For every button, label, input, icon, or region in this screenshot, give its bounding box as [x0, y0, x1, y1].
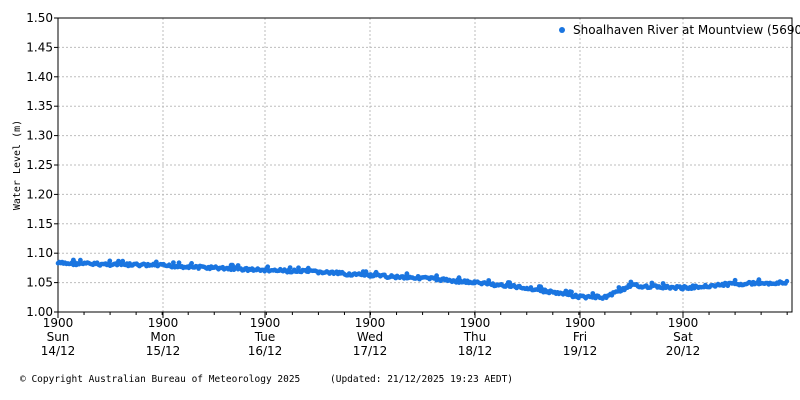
x-tick-label-date: 20/12 — [666, 344, 701, 358]
y-tick-label: 1.10 — [26, 246, 53, 260]
x-tick-label-time: 1900 — [148, 316, 179, 330]
data-point — [176, 260, 182, 266]
copyright-text: © Copyright Australian Bureau of Meteoro… — [20, 374, 301, 385]
data-point — [404, 271, 410, 277]
y-tick-label: 1.15 — [26, 217, 53, 231]
x-tick-label-time: 1900 — [43, 316, 74, 330]
legend-label: Shoalhaven River at Mountview (569019) — [573, 23, 800, 37]
y-tick-label: 1.30 — [26, 129, 53, 143]
data-point — [732, 277, 738, 283]
x-tick-label-date: 19/12 — [563, 344, 598, 358]
y-tick-label: 1.00 — [26, 305, 53, 319]
data-point — [171, 260, 176, 265]
x-tick-label: 1900 Sat 20/12 — [666, 316, 701, 358]
x-tick-label-date: 17/12 — [353, 344, 388, 358]
updated-timestamp: (Updated: 21/12/2025 19:23 AEDT) — [330, 374, 514, 385]
x-tick-label: 1900 Mon 15/12 — [146, 316, 181, 358]
data-point — [784, 278, 790, 284]
x-tick-label: 1900 Thu 18/12 — [458, 316, 493, 358]
y-tick-label: 1.50 — [26, 11, 53, 25]
y-tick-label: 1.40 — [26, 70, 53, 84]
legend: Shoalhaven River at Mountview (569019) — [559, 23, 800, 37]
x-tick-label-time: 1900 — [668, 316, 699, 330]
y-axis: 1.00 1.05 1.10 1.15 1.20 1.25 1.30 1.35 1.40 1.45… — [26, 11, 58, 319]
x-tick-label-day: Mon — [150, 330, 175, 344]
data-point — [107, 258, 113, 264]
data-points — [55, 257, 790, 301]
x-tick-label-day: Thu — [463, 330, 487, 344]
x-tick-label: 1900 Tue 16/12 — [248, 316, 283, 358]
data-point — [756, 277, 762, 283]
data-point — [563, 288, 569, 294]
x-tick-label-date: 16/12 — [248, 344, 283, 358]
y-tick-label: 1.35 — [26, 99, 53, 113]
x-tick-label-day: Sun — [47, 330, 70, 344]
data-point — [296, 265, 301, 271]
x-tick-label: 1900 Fri 19/12 — [563, 316, 598, 358]
x-tick-label-time: 1900 — [355, 316, 386, 330]
x-tick-label-day: Sat — [673, 330, 693, 344]
y-tick-label: 1.45 — [26, 40, 53, 54]
y-tick-label: 1.25 — [26, 158, 53, 172]
x-tick-label-time: 1900 — [565, 316, 596, 330]
x-tick-label-date: 14/12 — [41, 344, 76, 358]
x-tick-label-day: Tue — [254, 330, 276, 344]
data-point — [287, 265, 293, 270]
x-tick-label-time: 1900 — [460, 316, 491, 330]
x-tick-label-date: 15/12 — [146, 344, 181, 358]
x-tick-label-day: Fri — [573, 330, 587, 344]
y-axis-label: Water Level (m) — [12, 120, 23, 210]
data-point — [189, 261, 195, 266]
data-point — [616, 285, 622, 290]
x-tick-label: 1900 Sun 14/12 — [41, 316, 76, 358]
data-point — [265, 264, 271, 270]
x-tick-label: 1900 Wed 17/12 — [353, 316, 388, 358]
x-tick-label-day: Wed — [357, 330, 383, 344]
data-point — [569, 289, 574, 295]
y-tick-label: 1.05 — [26, 276, 53, 290]
legend-marker — [559, 27, 565, 33]
y-tick-label: 1.20 — [26, 187, 53, 201]
x-tick-label-date: 18/12 — [458, 344, 493, 358]
data-point — [153, 259, 159, 265]
x-tick-label-time: 1900 — [250, 316, 281, 330]
